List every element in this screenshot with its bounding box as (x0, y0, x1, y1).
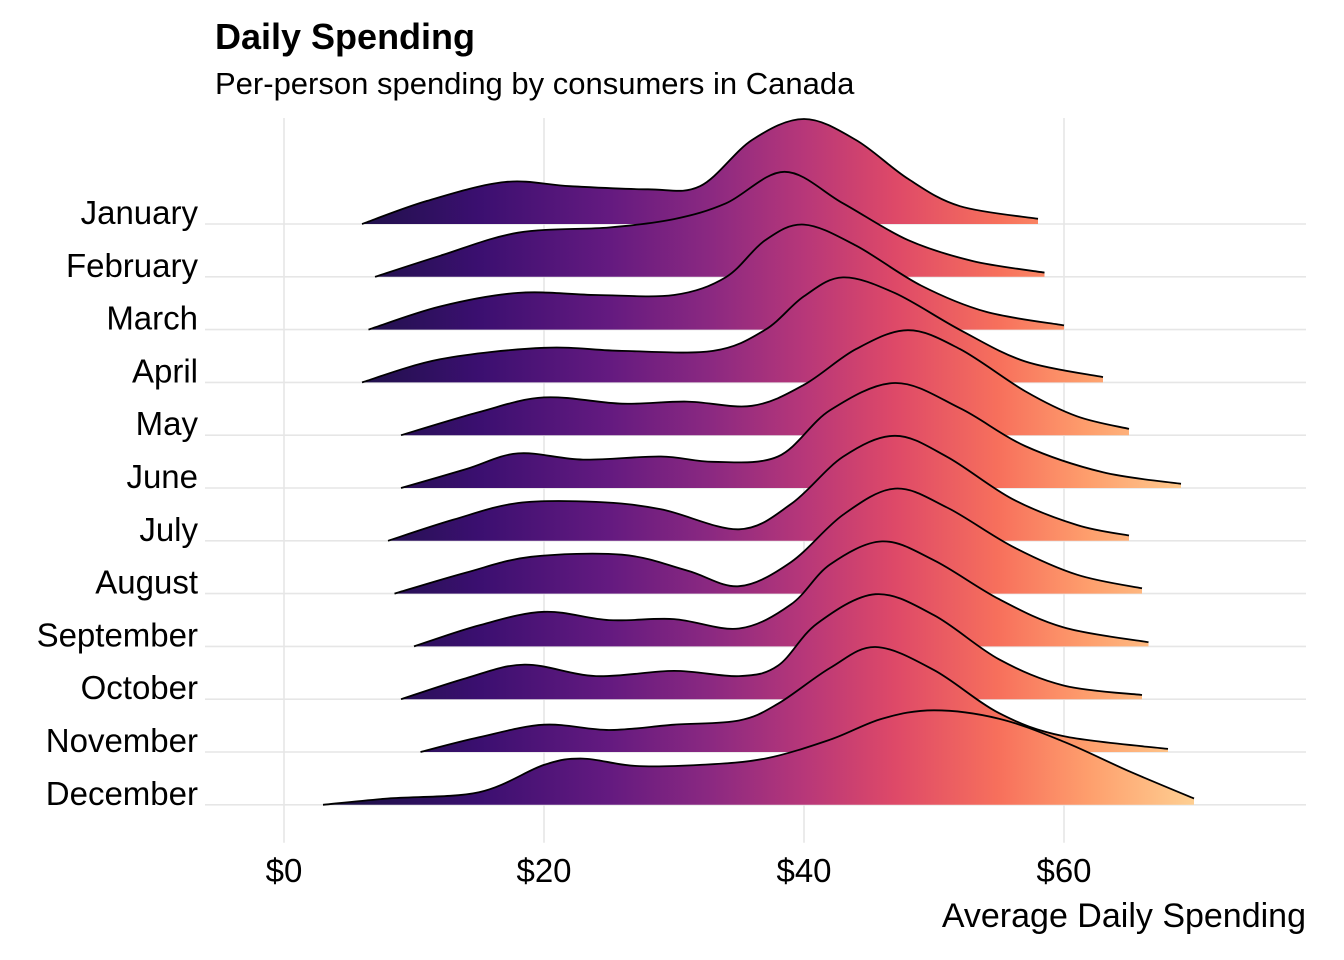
ridge-fill (401, 594, 1142, 700)
ridge-fill (414, 541, 1149, 647)
ridge-fill (375, 171, 1045, 277)
ridge-outline (361, 276, 1104, 384)
y-tick-label: December (46, 775, 198, 812)
x-tick-label: $40 (776, 852, 831, 889)
y-axis-labels: January February March April May June July Augu… (37, 194, 199, 812)
ridge-outline (374, 170, 1045, 278)
y-tick-label: October (81, 669, 198, 706)
ridge-fill (362, 119, 1038, 224)
y-tick-label: January (81, 194, 199, 231)
ridge-outline (368, 223, 1065, 331)
x-axis-labels: $0 $20 $40 $60 (266, 852, 1092, 889)
y-tick-label: February (66, 247, 199, 284)
ridge-fill (323, 710, 1194, 805)
chart-title: Daily Spending (215, 16, 476, 57)
x-tick-label: $20 (516, 852, 571, 889)
ridge-outline (387, 434, 1130, 542)
ridge-february (374, 170, 1045, 278)
ridge-december (322, 709, 1195, 806)
ridges (322, 118, 1195, 806)
ridge-outline (400, 329, 1130, 437)
ridge-fill (401, 382, 1181, 488)
ridge-october (400, 593, 1143, 701)
x-axis-title: Average Daily Spending (941, 897, 1306, 935)
ridge-august (394, 487, 1143, 595)
y-tick-label: September (37, 616, 198, 653)
ridge-outline (420, 646, 1169, 753)
ridge-outline (400, 593, 1143, 701)
ridge-fill (394, 488, 1142, 594)
ridge-outline (400, 382, 1182, 489)
ridge-january (361, 118, 1039, 225)
y-tick-label: August (95, 564, 198, 601)
y-tick-label: April (132, 352, 198, 389)
y-tick-label: November (46, 722, 198, 759)
ridge-september (413, 540, 1149, 648)
x-tick-label: $60 (1036, 852, 1091, 889)
y-tick-label: July (139, 511, 198, 548)
ridge-outline (394, 487, 1143, 595)
ridge-outline (413, 540, 1149, 648)
chart-subtitle: Per-person spending by consumers in Cana… (215, 66, 855, 101)
ridge-outline (361, 118, 1039, 225)
y-tick-label: March (106, 300, 198, 337)
x-tick-label: $0 (266, 852, 303, 889)
ridge-june (400, 382, 1182, 489)
y-tick-label: May (136, 405, 199, 442)
y-tick-label: June (126, 458, 198, 495)
ridge-outline (322, 709, 1195, 806)
